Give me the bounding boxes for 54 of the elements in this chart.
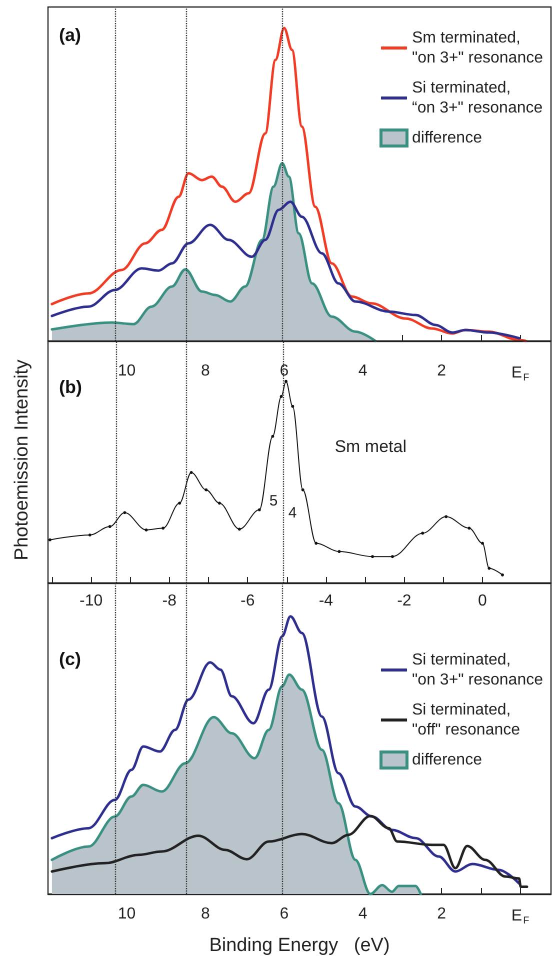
point: [468, 526, 471, 530]
x-tick-label: -4: [318, 592, 334, 610]
x-tick-label: -6: [240, 592, 255, 610]
x-axis-title: Binding Energy (eV): [209, 935, 390, 956]
x-tick-label: -8: [162, 592, 177, 610]
point: [291, 404, 294, 408]
x-tick-label: -2: [397, 592, 412, 610]
x-tick-label: 10: [118, 906, 136, 922]
annotation: 4: [288, 504, 297, 522]
x-tick-label: 2: [437, 906, 446, 922]
point: [258, 508, 261, 512]
legend-label: Si terminated, "off" resonance: [412, 702, 520, 738]
annotation: Sm metal: [334, 436, 407, 456]
text: (c): [59, 649, 82, 669]
x-tick-label: 6: [280, 362, 289, 380]
point: [144, 528, 148, 532]
x-tick-label: 8: [200, 906, 210, 922]
chart-title: (a): [59, 25, 82, 45]
point: [284, 380, 288, 383]
x-tick-label: 10: [118, 362, 136, 380]
point: [178, 502, 182, 505]
legend-label: difference: [412, 130, 482, 146]
point: [301, 488, 304, 492]
point: [204, 488, 208, 492]
point: [481, 542, 484, 545]
point: [500, 573, 504, 576]
legend-label: difference: [412, 752, 482, 768]
x-tick-label: 2: [437, 362, 446, 380]
x-tick-label: 8: [200, 362, 210, 380]
annotation: 5: [269, 492, 278, 510]
point: [162, 526, 165, 530]
point: [338, 550, 341, 554]
point: [218, 502, 221, 505]
point: [371, 555, 374, 558]
point: [108, 525, 112, 528]
y-axis-title: Photoemission Intensity: [12, 359, 32, 560]
point: [421, 532, 424, 535]
x-tick-label: -10: [79, 592, 103, 610]
x-tick-label: 0: [478, 592, 488, 610]
legend-label: Si terminated, “on 3+" resonance: [412, 80, 543, 116]
x-tick-label: 4: [358, 362, 368, 380]
x-tick-label: 6: [280, 906, 289, 922]
point: [190, 470, 193, 474]
legend-label: Si terminated, "on 3+" resonance: [412, 652, 544, 688]
point: [123, 511, 126, 514]
point: [238, 528, 241, 531]
point: [444, 515, 448, 518]
chart-title: (b): [59, 377, 82, 397]
point: [390, 555, 394, 558]
legend-label: Sm terminated, "on 3+" resonance: [412, 30, 544, 66]
point: [48, 538, 52, 542]
point: [280, 394, 283, 398]
x-tick-label: 4: [358, 906, 368, 922]
point: [271, 434, 274, 438]
